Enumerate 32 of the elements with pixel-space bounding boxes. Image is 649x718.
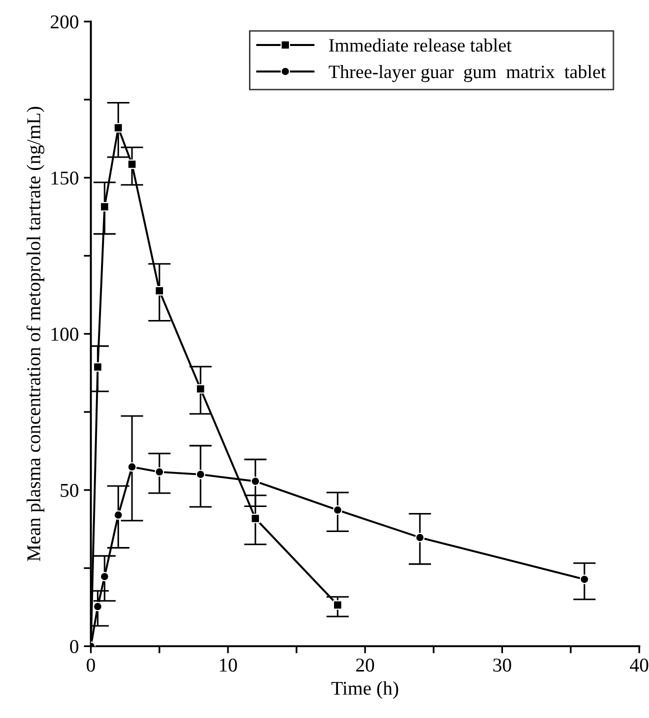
point xyxy=(250,476,260,486)
x-tick-label: 30 xyxy=(493,658,512,672)
point xyxy=(580,574,590,584)
point xyxy=(250,514,260,524)
x-tick-label: 40 xyxy=(630,658,648,672)
y-tick-label: 100 xyxy=(52,328,78,341)
y-axis-title: Mean plasma concentration of metoprolol tartrate (ng/mL) xyxy=(26,106,44,562)
legend-label: Immediate release tablet xyxy=(329,38,512,52)
point xyxy=(114,510,123,520)
point xyxy=(154,467,164,477)
x-tick-label: 20 xyxy=(356,658,374,672)
point xyxy=(92,602,102,612)
x-tick-label: 10 xyxy=(220,658,237,672)
y-tick-label: 50 xyxy=(60,484,78,497)
point xyxy=(332,505,342,515)
point xyxy=(92,362,102,372)
point xyxy=(100,202,110,212)
y-tick-label: 0 xyxy=(70,640,78,654)
point xyxy=(127,462,137,472)
x-tick-label: 0 xyxy=(86,658,95,672)
y-tick-label: 150 xyxy=(52,172,78,185)
point xyxy=(100,572,110,582)
point xyxy=(332,600,342,610)
point xyxy=(196,384,206,394)
legend-label: Three-layer guar gum matrix tablet xyxy=(328,65,606,82)
point xyxy=(154,286,164,296)
point xyxy=(114,123,123,132)
point xyxy=(127,160,137,169)
x-axis-title: Time (h) xyxy=(331,681,398,699)
point xyxy=(196,470,206,480)
point xyxy=(415,532,425,542)
y-tick-label: 200 xyxy=(50,15,78,28)
